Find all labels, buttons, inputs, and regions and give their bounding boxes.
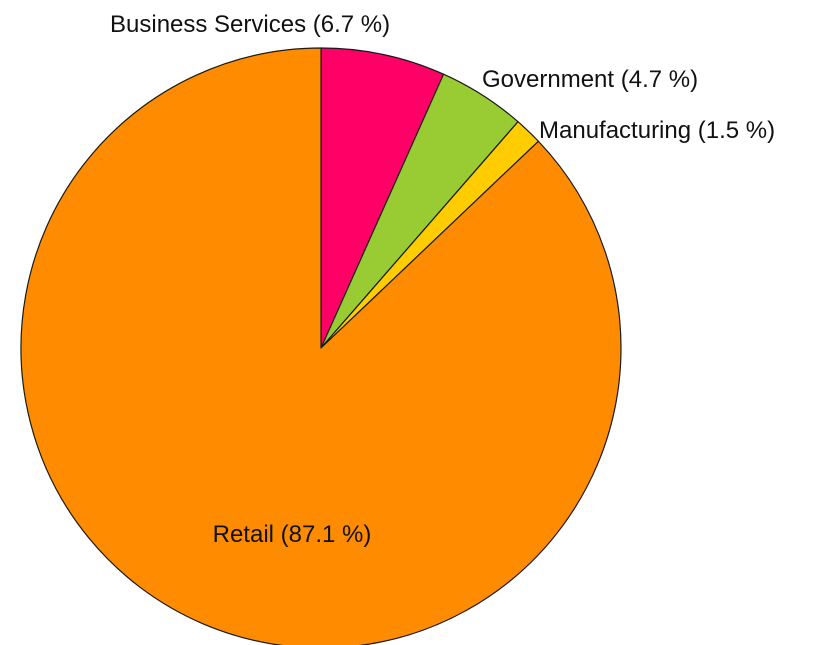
slice-label-manufacturing: Manufacturing (1.5 %): [539, 117, 775, 144]
slice-label-government: Government (4.7 %): [482, 66, 698, 93]
pie-slice-retail: [20, 47, 622, 645]
pie-slice-business-services: [320, 47, 445, 349]
slice-label-retail: Retail (87.1 %): [213, 521, 372, 548]
slice-label-business-services: Business Services (6.7 %): [110, 11, 390, 38]
pie-slices: [20, 47, 622, 645]
pie-labels: Business Services (6.7 %) Government (4.…: [110, 11, 775, 548]
